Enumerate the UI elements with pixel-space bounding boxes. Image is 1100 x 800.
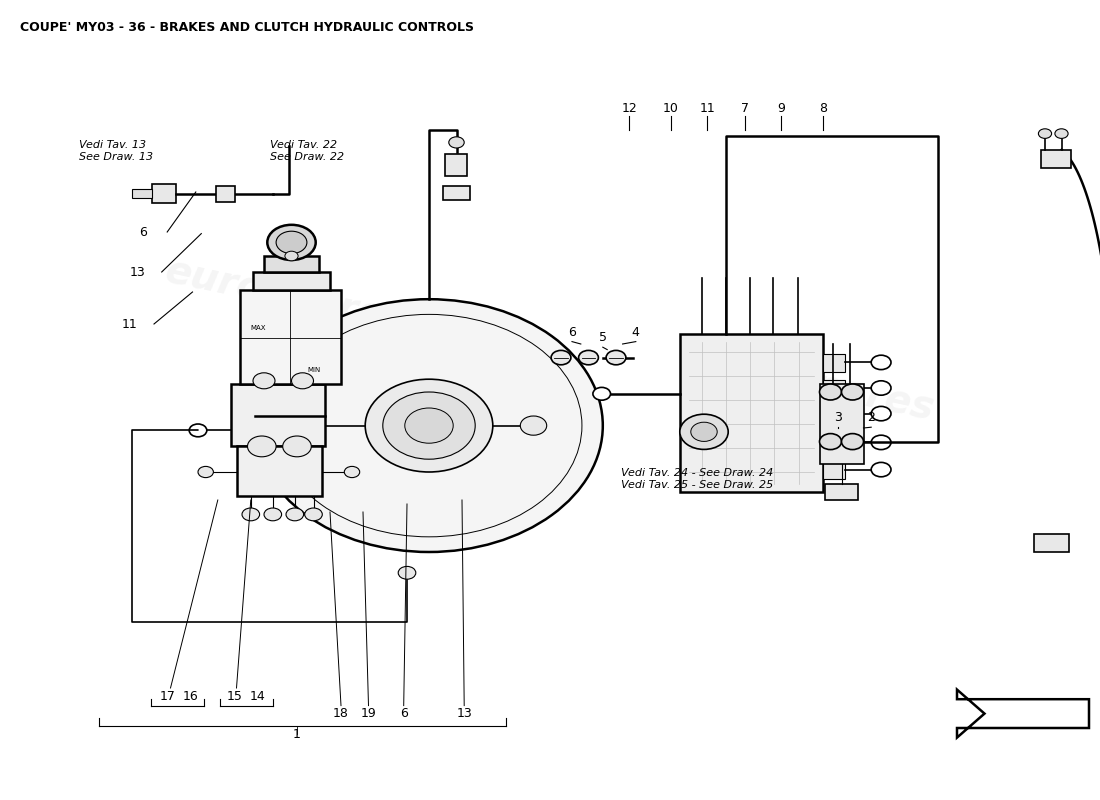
Text: 18: 18 (333, 707, 349, 720)
Circle shape (189, 424, 207, 437)
Bar (823, 380, 845, 398)
Bar (825, 484, 858, 500)
Bar (1041, 150, 1071, 168)
Circle shape (405, 408, 453, 443)
Circle shape (242, 508, 260, 521)
Text: 6: 6 (139, 226, 147, 238)
Text: 6: 6 (399, 707, 408, 720)
Circle shape (398, 566, 416, 579)
Circle shape (680, 414, 728, 450)
Text: 11: 11 (700, 102, 715, 114)
Circle shape (871, 406, 891, 421)
Circle shape (871, 462, 891, 477)
Text: 17: 17 (160, 690, 175, 702)
Text: MIN: MIN (307, 367, 320, 374)
Circle shape (305, 508, 322, 521)
Circle shape (579, 350, 598, 365)
Circle shape (871, 355, 891, 370)
Circle shape (264, 508, 282, 521)
Bar (264, 256, 319, 272)
Text: 19: 19 (361, 707, 376, 720)
Circle shape (276, 231, 307, 254)
Circle shape (198, 466, 213, 478)
Circle shape (606, 350, 626, 365)
Text: 13: 13 (130, 266, 145, 278)
Circle shape (286, 508, 304, 521)
Text: COUPE' MY03 - 36 - BRAKES AND CLUTCH HYDRAULIC CONTROLS: COUPE' MY03 - 36 - BRAKES AND CLUTCH HYD… (20, 21, 474, 34)
Circle shape (820, 434, 842, 450)
Circle shape (551, 350, 571, 365)
Circle shape (255, 299, 603, 552)
Circle shape (283, 436, 311, 457)
Circle shape (871, 381, 891, 395)
Bar (152, 184, 176, 203)
Text: eurospares: eurospares (690, 340, 938, 428)
Text: 5: 5 (598, 331, 607, 344)
Text: Vedi Tav. 24 - See Draw. 24
Vedi Tav. 25 - See Draw. 25: Vedi Tav. 24 - See Draw. 24 Vedi Tav. 25… (621, 468, 773, 490)
Text: 1: 1 (293, 728, 301, 741)
Text: 16: 16 (183, 690, 198, 702)
Text: 14: 14 (250, 690, 265, 702)
Text: 4: 4 (631, 326, 640, 338)
Bar (231, 384, 324, 446)
Bar (443, 186, 470, 200)
Bar (216, 186, 235, 202)
Bar (680, 334, 823, 492)
Circle shape (520, 416, 547, 435)
Bar (253, 272, 330, 290)
Circle shape (691, 422, 717, 442)
Circle shape (871, 435, 891, 450)
Circle shape (344, 466, 360, 478)
Circle shape (1038, 129, 1052, 138)
Text: 7: 7 (740, 102, 749, 114)
Circle shape (842, 434, 864, 450)
Text: MAX: MAX (251, 325, 266, 331)
Bar (820, 384, 864, 464)
Circle shape (253, 373, 275, 389)
Text: 9: 9 (777, 102, 785, 114)
Bar (132, 189, 152, 198)
Circle shape (365, 379, 493, 472)
Circle shape (267, 225, 316, 260)
Circle shape (383, 392, 475, 459)
Circle shape (593, 387, 611, 400)
Circle shape (842, 384, 864, 400)
Text: 15: 15 (227, 690, 242, 702)
Circle shape (1055, 129, 1068, 138)
Bar (823, 406, 845, 423)
Bar (823, 354, 845, 372)
Bar (240, 290, 341, 384)
Text: Vedi Tav. 22
See Draw. 22: Vedi Tav. 22 See Draw. 22 (270, 140, 343, 162)
Text: eurospares: eurospares (162, 252, 410, 340)
Bar (823, 434, 845, 452)
Circle shape (449, 137, 464, 148)
Text: 12: 12 (621, 102, 637, 114)
Bar (823, 462, 845, 479)
Polygon shape (957, 690, 1089, 738)
Text: 2: 2 (867, 411, 876, 424)
Text: 11: 11 (122, 318, 138, 330)
Text: 10: 10 (663, 102, 679, 114)
Circle shape (820, 384, 842, 400)
Text: 6: 6 (568, 326, 576, 338)
Circle shape (285, 251, 298, 261)
Bar (1034, 534, 1069, 552)
Bar (446, 154, 468, 176)
Text: 13: 13 (456, 707, 472, 720)
Text: Vedi Tav. 13
See Draw. 13: Vedi Tav. 13 See Draw. 13 (79, 140, 153, 162)
Circle shape (292, 373, 313, 389)
Text: 8: 8 (818, 102, 827, 114)
Bar (236, 446, 322, 496)
Text: 3: 3 (834, 411, 843, 424)
Circle shape (248, 436, 276, 457)
